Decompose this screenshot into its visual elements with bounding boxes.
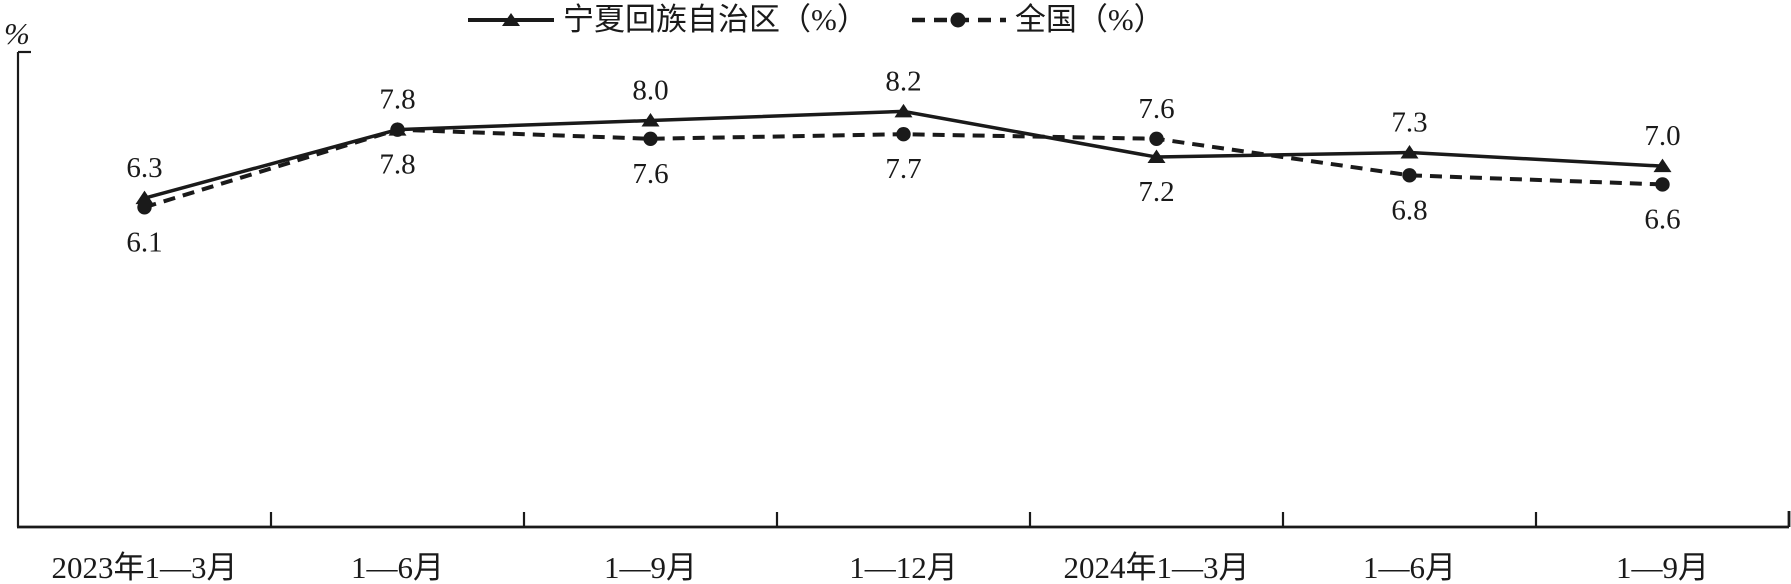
triangle-marker [894, 103, 913, 118]
circle-marker [1402, 168, 1417, 183]
x-axis-label: 2024年1—3月 [1064, 550, 1250, 584]
circle-marker [1149, 131, 1164, 146]
value-label: 7.6 [1138, 93, 1174, 125]
x-axis-label: 1—12月 [849, 550, 958, 584]
dashed-line-circle-swatch-icon [911, 12, 1006, 28]
triangle-marker [1653, 158, 1672, 173]
chart-legend: 宁夏回族自治区（%） 全国（%） [468, 2, 1165, 38]
value-label: 7.8 [379, 149, 415, 181]
legend-label-national: 全国（%） [1014, 2, 1165, 37]
legend-item-national: 全国（%） [910, 2, 1165, 38]
value-label: 7.7 [885, 153, 921, 185]
triangle-marker [388, 122, 407, 136]
x-axis-label: 2023年1—3月 [52, 550, 238, 584]
triangle-marker [1147, 149, 1166, 164]
triangle-marker [641, 113, 660, 127]
x-axis-label: 1—6月 [351, 550, 444, 584]
value-label: 7.0 [1644, 120, 1680, 152]
solid-line-triangle-swatch-icon [468, 13, 554, 26]
x-axis-label: 1—9月 [1616, 550, 1709, 584]
value-label: 7.2 [1138, 176, 1174, 208]
value-label: 6.1 [126, 226, 162, 258]
legend-label-ningxia: 宁夏回族自治区（%） [563, 2, 868, 37]
legend-item-ningxia: 宁夏回族自治区（%） [468, 2, 868, 38]
y-axis-unit-label: % [4, 16, 30, 51]
value-label: 6.3 [126, 152, 162, 184]
circle-marker [896, 127, 911, 142]
circle-marker [643, 131, 658, 146]
value-label: 7.3 [1391, 106, 1427, 138]
value-label: 7.8 [379, 84, 415, 116]
value-label: 6.6 [1644, 203, 1680, 235]
triangle-marker [1400, 144, 1419, 159]
x-axis-label: 1—9月 [604, 550, 697, 584]
series-layer [135, 103, 1672, 215]
axes-layer: 2023年1—3月 1—6月 1—9月 1—12月 2024年1—3月 1—6月 1—9月 [16, 50, 1791, 584]
circle-marker [1655, 177, 1670, 192]
x-axis-label: 1—6月 [1363, 550, 1456, 584]
triangle-marker [135, 190, 154, 205]
value-label: 8.2 [885, 65, 921, 97]
value-label: 7.6 [632, 158, 668, 190]
value-labels-layer: 6.1 7.8 7.6 7.7 7.6 6.8 6.6 6.3 7.8 8.0 8.2 7.2 7.3 7… [126, 65, 1680, 258]
value-label: 6.8 [1391, 194, 1427, 226]
value-label: 8.0 [632, 75, 668, 107]
